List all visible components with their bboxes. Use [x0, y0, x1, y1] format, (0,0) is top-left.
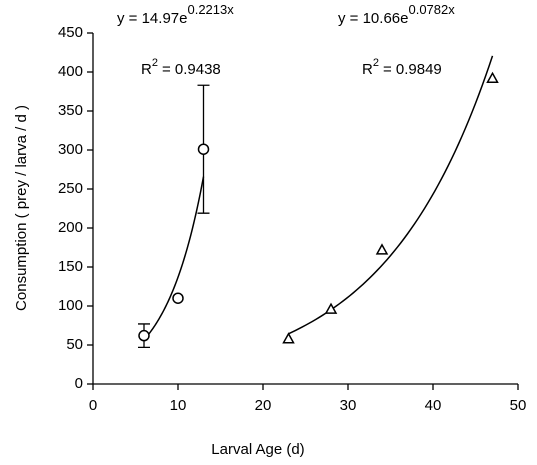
equation-exponent: 0.2213x — [187, 2, 234, 17]
equation: y = 14.97e0.2213x — [117, 2, 234, 27]
r-squared: R2 = 0.9849 — [362, 57, 442, 78]
r-squared-exponent: 2 — [373, 57, 379, 69]
x-axis-label: Larval Age (d) — [211, 441, 304, 458]
y-tick-label: 250 — [58, 180, 83, 197]
fit-curve — [143, 176, 205, 341]
y-tick-label: 200 — [58, 219, 83, 236]
x-tick-label: 20 — [255, 397, 272, 414]
equation-exponent: 0.0782x — [408, 2, 455, 17]
y-tick-label: 150 — [58, 258, 83, 275]
data-point — [486, 71, 499, 83]
r-squared-exponent: 2 — [152, 57, 158, 69]
y-tick-label: 300 — [58, 141, 83, 158]
x-tick-label: 0 — [89, 397, 97, 414]
y-tick-label: 400 — [58, 63, 83, 80]
r-squared: R2 = 0.9438 — [141, 57, 221, 78]
x-tick-label: 30 — [340, 397, 357, 414]
r-squared-value: = 0.9849 — [383, 61, 442, 78]
y-tick-label: 50 — [66, 336, 83, 353]
y-tick-label: 100 — [58, 297, 83, 314]
y-tick-label: 0 — [75, 375, 83, 392]
equation: y = 10.66e0.0782x — [338, 2, 455, 27]
data-point — [138, 329, 150, 342]
data-point — [172, 292, 184, 304]
r-squared-base: R — [362, 61, 373, 78]
fit-curve — [288, 55, 494, 335]
y-axis-label: Consumption ( prey / larva / d ) — [13, 105, 30, 311]
data-point — [197, 143, 210, 155]
y-tick-label: 350 — [58, 102, 83, 119]
r-squared-base: R — [141, 61, 152, 78]
data-point — [375, 243, 389, 255]
equation-base: y = 10.66e — [338, 10, 408, 27]
r-squared-value: = 0.9438 — [162, 61, 221, 78]
equation-base: y = 14.97e — [117, 10, 187, 27]
data-point — [324, 302, 338, 314]
x-tick-label: 40 — [425, 397, 442, 414]
x-tick-label: 10 — [170, 397, 187, 414]
data-point — [282, 332, 295, 344]
x-tick-label: 50 — [510, 397, 527, 414]
y-tick-label: 450 — [58, 24, 83, 41]
